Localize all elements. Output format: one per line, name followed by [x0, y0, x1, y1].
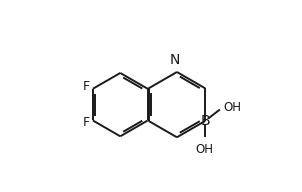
Text: OH: OH — [195, 143, 213, 156]
Text: F: F — [82, 116, 89, 129]
Text: OH: OH — [224, 101, 242, 114]
Text: B: B — [200, 114, 210, 128]
Text: N: N — [169, 53, 180, 67]
Text: F: F — [82, 80, 89, 93]
